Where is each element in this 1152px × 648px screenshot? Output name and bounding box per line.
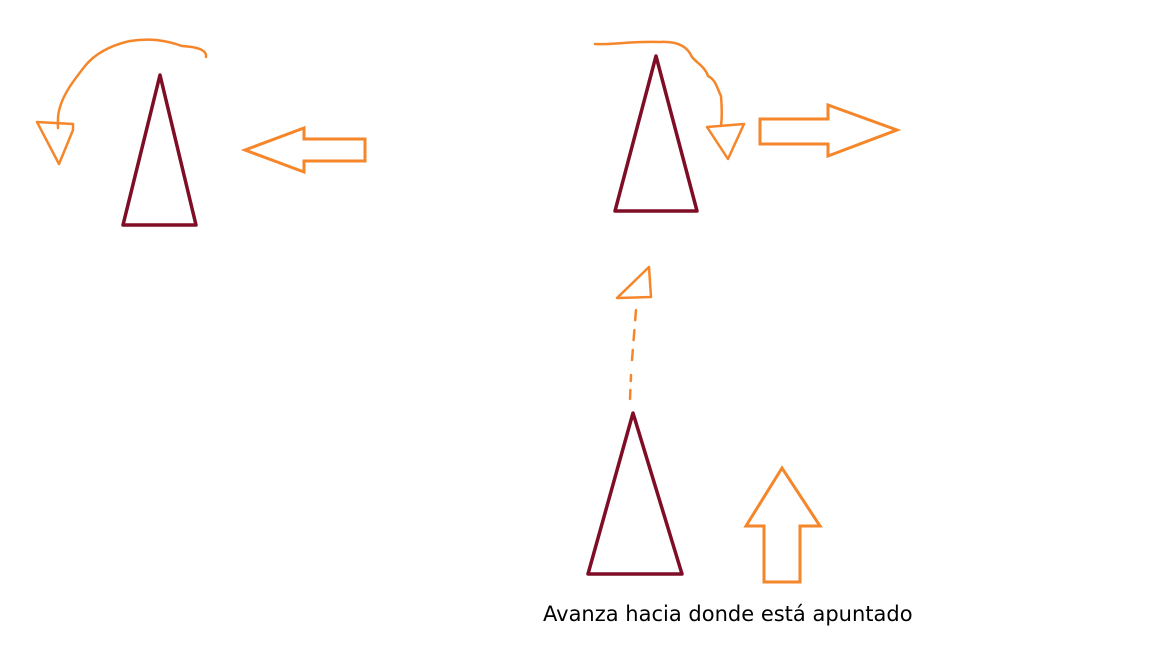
turn-left-curved-arrow-icon [35,38,208,166]
right-arrow-icon [758,102,902,159]
left-arrow-icon [240,125,367,175]
caption: Avanza hacia donde está apuntado [543,602,913,626]
up-arrow-icon [743,465,823,584]
triangle-forward [586,411,684,576]
triangle-right [613,54,699,213]
triangle-left [121,73,198,227]
turn-right-curved-arrow-icon [593,40,746,161]
forward-dashed-arrow-icon [615,265,653,401]
